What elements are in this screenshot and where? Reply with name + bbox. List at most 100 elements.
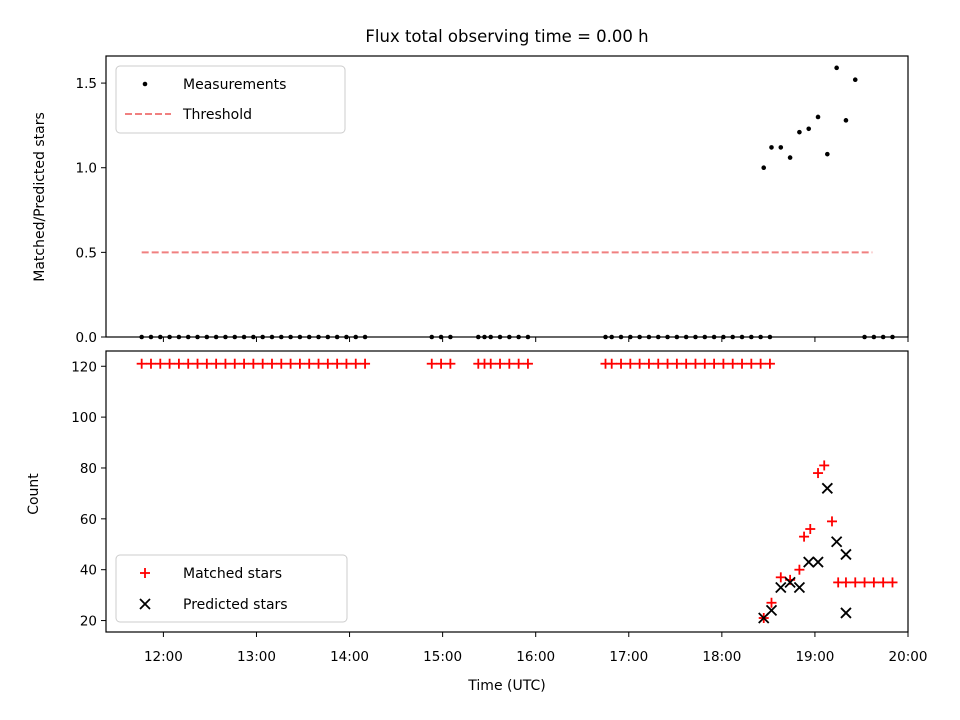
predicted-star-point (831, 536, 843, 548)
matched-star-point (485, 358, 496, 369)
predicted-star-point (840, 607, 852, 619)
matched-star-point (239, 358, 250, 369)
bottom-y-tick-label: 60 (80, 512, 97, 528)
measurement-point (139, 334, 144, 340)
top-y-tick-label: 1.0 (76, 161, 97, 177)
predicted-star-point (775, 581, 787, 594)
matched-star-point (606, 358, 617, 369)
matched-star-point (173, 358, 184, 369)
matched-star-point (229, 358, 240, 369)
measurement-point (890, 334, 895, 340)
measurement-point (176, 334, 182, 340)
x-tick-label: 16:00 (516, 649, 555, 665)
x-tick-label: 13:00 (237, 649, 276, 665)
x-axis-label: Time (UTC) (467, 678, 545, 694)
matched-star-point (653, 358, 664, 369)
measurement-point (488, 334, 494, 340)
measurement-point (306, 334, 312, 340)
bottom-y-tick-label: 100 (71, 410, 97, 426)
measurement-point (797, 129, 802, 135)
matched-star-point (155, 358, 166, 369)
measurement-point (825, 151, 830, 157)
matched-star-point (220, 358, 231, 369)
legend-marker-predicted-stars (139, 598, 151, 610)
measurement-point (674, 334, 680, 340)
measurement-point (204, 334, 210, 340)
bottom-y-tick-label: 20 (80, 614, 97, 630)
matched-star-point (775, 572, 786, 583)
matched-star-point (322, 358, 333, 369)
predicted-star-point (812, 556, 824, 568)
matched-star-point (662, 358, 673, 369)
measurement-point (278, 334, 284, 340)
measurement-point (769, 145, 774, 150)
matched-star-point (332, 358, 343, 369)
matched-star-point (850, 577, 861, 588)
measurement-point (167, 334, 172, 340)
matched-star-point (266, 358, 277, 369)
measurement-point (655, 334, 661, 340)
x-tick-label: 17:00 (609, 649, 648, 665)
matched-star-point (136, 358, 147, 369)
measurement-point (213, 334, 219, 340)
matched-star-point (737, 358, 748, 369)
measurement-point (778, 145, 784, 150)
predicted-star-point (765, 604, 778, 617)
measurement-point (730, 334, 736, 340)
matched-star-point (276, 358, 287, 369)
x-tick-label: 15:00 (423, 649, 462, 665)
measurement-point (603, 334, 608, 340)
matched-star-point (625, 358, 636, 369)
matched-star-point (211, 358, 222, 369)
predicted-star-point (840, 548, 852, 561)
matched-star-point (699, 358, 710, 369)
matched-star-point (304, 358, 315, 369)
matched-star-point (341, 358, 352, 369)
measurement-point (362, 334, 368, 340)
measurement-point (344, 334, 349, 340)
matched-star-point (799, 531, 810, 542)
measurement-point (429, 334, 435, 340)
top-legend-box (115, 65, 346, 134)
matched-star-point (183, 358, 194, 369)
matched-star-point (643, 358, 654, 369)
measurement-point (815, 114, 821, 120)
bottom-legend-box (115, 554, 348, 623)
measurement-point (834, 65, 839, 71)
matched-star-point (616, 358, 627, 369)
matched-star-point (436, 358, 447, 369)
measurement-point (516, 334, 521, 340)
legend-marker-matched-stars (140, 568, 150, 578)
measurement-point (148, 334, 154, 340)
matched-star-point (840, 577, 851, 588)
matched-star-point (764, 358, 775, 369)
measurement-point (618, 334, 624, 340)
measurement-point (185, 334, 191, 340)
matched-star-point (878, 577, 889, 588)
bottom-y-tick-label: 80 (80, 461, 97, 477)
measurement-point (157, 334, 163, 340)
matched-star-point (145, 358, 156, 369)
predicted-star-point (821, 482, 833, 494)
measurement-point (232, 334, 238, 340)
measurement-point (497, 334, 503, 340)
measurement-point (702, 334, 708, 340)
matched-star-point (285, 358, 296, 369)
predicted-star-point (793, 581, 806, 594)
measurement-point (325, 334, 331, 340)
top-panel: Flux total observing time = 0.00 h 0.0 0.… (32, 27, 909, 346)
measurement-point (637, 334, 642, 340)
measurement-point (871, 334, 877, 340)
bottom-y-tick-label: 120 (71, 359, 97, 375)
top-y-tick-label: 0.0 (76, 330, 97, 346)
matched-star-point (671, 358, 682, 369)
chart-title: Flux total observing time = 0.00 h (365, 27, 648, 46)
measurement-point (251, 334, 256, 340)
matched-star-point (192, 358, 203, 369)
measurement-point (269, 334, 275, 340)
matched-star-point (201, 358, 212, 369)
matched-star-point (887, 577, 898, 588)
matched-star-point (634, 358, 645, 369)
bottom-y-tick-label: 40 (80, 563, 97, 579)
measurement-point (525, 334, 531, 340)
